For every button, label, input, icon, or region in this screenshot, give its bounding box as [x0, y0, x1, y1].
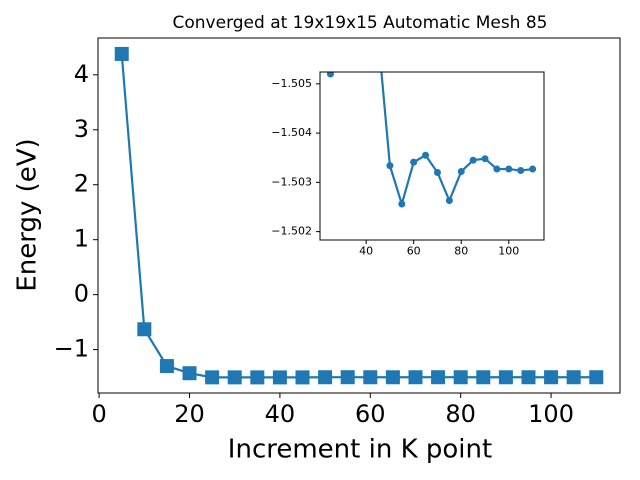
y-tick-label: −1 [54, 335, 89, 363]
series-line [120, 53, 597, 379]
marker [521, 370, 536, 385]
x-tick-label: 60 [355, 400, 386, 428]
x-tick-label: 20 [174, 400, 205, 428]
x-tick-label: 100 [528, 400, 574, 428]
x-tick-label: 100 [498, 245, 519, 258]
marker [433, 169, 441, 177]
plot-area [326, 72, 537, 208]
marker [529, 165, 537, 173]
marker [481, 155, 489, 163]
y-tick-label: 0 [74, 280, 89, 308]
marker [318, 370, 333, 385]
chart-title: Converged at 19x19x15 Automatic Mesh 85 [173, 13, 548, 33]
marker [457, 168, 465, 176]
marker [544, 370, 559, 385]
marker [137, 322, 152, 337]
marker [385, 370, 400, 385]
marker [589, 370, 604, 385]
marker [445, 197, 453, 205]
marker [272, 370, 287, 385]
y-tick-label: 3 [74, 115, 89, 143]
marker [386, 162, 394, 170]
x-tick-label: 40 [265, 400, 296, 428]
marker [410, 158, 418, 166]
marker [422, 151, 430, 159]
marker [363, 370, 378, 385]
y-tick-label: 1 [74, 225, 89, 253]
y-tick-label: −1.503 [271, 175, 312, 188]
x-tick-label: 0 [91, 400, 106, 428]
axes-background [320, 72, 544, 240]
marker [517, 167, 525, 175]
axes-frame [319, 71, 545, 241]
marker [340, 370, 355, 385]
x-tick-label: 80 [445, 400, 476, 428]
y-axis-label: Energy (eV) [13, 138, 43, 291]
marker [295, 370, 310, 385]
marker [505, 165, 513, 173]
marker [431, 370, 446, 385]
marker [498, 370, 513, 385]
marker [205, 370, 220, 385]
marker [453, 370, 468, 385]
x-tick-label: 60 [407, 245, 421, 258]
y-tick-label: −1.502 [271, 225, 312, 238]
plot-area [114, 46, 604, 385]
marker [250, 370, 265, 385]
y-tick-label: −1.504 [271, 126, 312, 139]
y-tick-label: −1.505 [271, 77, 312, 90]
marker [227, 370, 242, 385]
x-tick-label: 80 [454, 245, 468, 258]
marker [114, 46, 129, 61]
marker [398, 200, 406, 208]
marker [493, 165, 501, 173]
marker [408, 370, 423, 385]
axes-frame [97, 37, 621, 394]
y-tick-label: 2 [74, 170, 89, 198]
marker [326, 72, 334, 78]
x-axis-label: Increment in K point [228, 435, 492, 465]
marker [566, 370, 581, 385]
marker [469, 156, 477, 164]
marker [159, 359, 174, 374]
marker [476, 370, 491, 385]
y-tick-label: 4 [74, 60, 89, 88]
marker [182, 366, 197, 381]
x-tick-label: 40 [359, 245, 373, 258]
